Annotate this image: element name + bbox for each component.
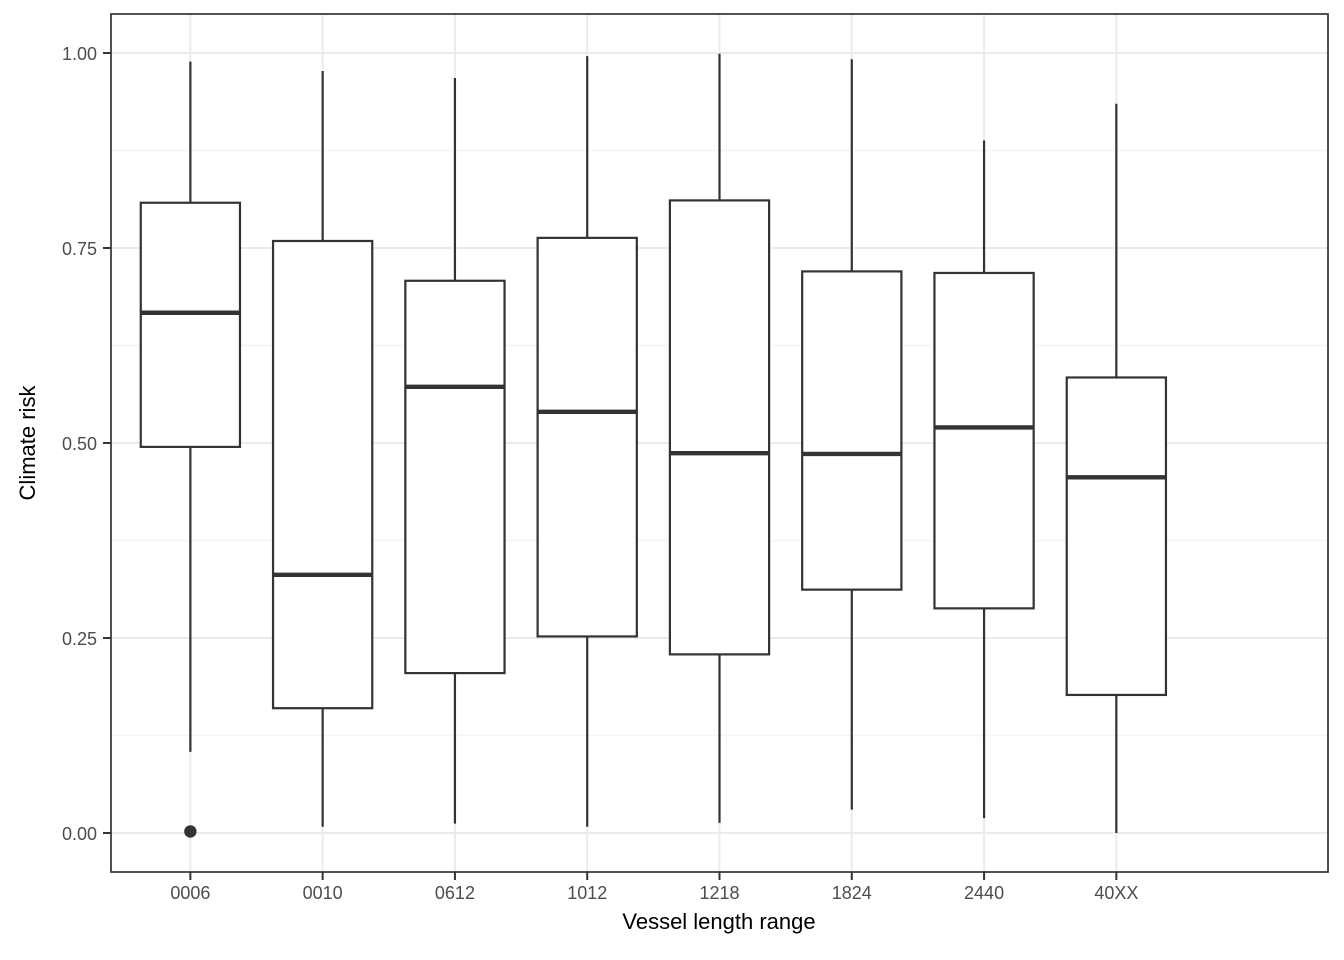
boxplot-0010 [271,70,374,827]
y-axis-title: Climate risk [15,385,40,501]
iqr-box [536,236,638,638]
boxplot-2440 [933,140,1035,819]
x-tick-label: 0010 [303,883,343,903]
boxplot-1218 [668,53,771,823]
boxplot-1012 [536,56,638,827]
x-tick-label: 40XX [1094,883,1138,903]
outlier-point [184,825,197,838]
boxplot-0006 [139,61,242,838]
y-tick-label: 0.50 [62,434,97,454]
x-tick-label: 1012 [567,883,607,903]
iqr-box [933,271,1035,610]
boxplot-1824 [801,59,903,810]
boxplot-40XX [1065,103,1168,833]
iqr-box [801,270,903,591]
iqr-box [1065,376,1168,697]
x-axis-title: Vessel length range [622,909,816,934]
y-tick-label: 1.00 [62,44,97,64]
x-tick-label: 1218 [699,883,739,903]
x-tick-label: 2440 [964,883,1004,903]
iqr-box [404,279,506,675]
x-tick-label: 1824 [832,883,872,903]
y-tick-label: 0.25 [62,629,97,649]
y-tick-label: 0.75 [62,239,97,259]
y-tick-label: 0.00 [62,824,97,844]
iqr-box [271,239,374,710]
iqr-box [668,199,771,656]
x-tick-label: 0006 [170,883,210,903]
boxplot-0612 [404,77,506,824]
x-tick-label: 0612 [435,883,475,903]
iqr-box [139,201,242,448]
